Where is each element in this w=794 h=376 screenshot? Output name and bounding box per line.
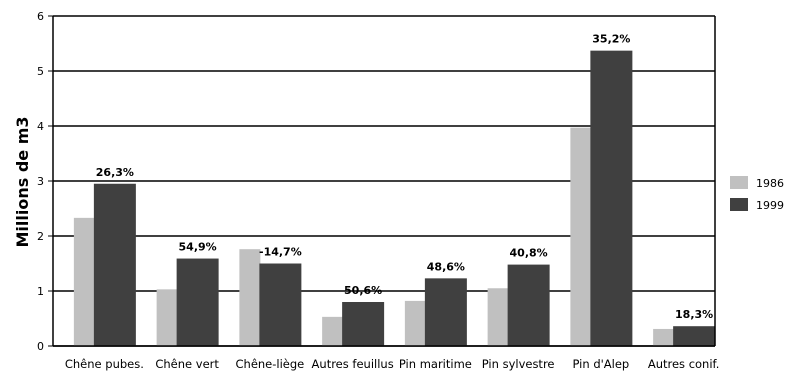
legend-label-1986: 1986: [756, 177, 784, 190]
bar-1986: [239, 249, 261, 346]
bar-1999: [507, 264, 550, 346]
bar-1999: [176, 258, 219, 346]
y-tick-label: 5: [37, 65, 44, 78]
legend-swatch-1999: [730, 198, 748, 211]
bar-1986: [404, 300, 426, 346]
x-tick-label: Pin sylvestre: [482, 357, 555, 371]
bar-1999: [342, 302, 385, 346]
data-label: 50,6%: [344, 284, 382, 297]
legend: 1986 1999: [730, 176, 784, 212]
y-tick-label: 2: [37, 230, 44, 243]
data-label: -14,7%: [259, 246, 302, 259]
labels: 0 1 2 3 4 5 6 Chêne pubes. 26,3% Chêne vert 54,9% C…: [37, 10, 719, 371]
x-tick-label: Chêne vert: [155, 357, 219, 371]
legend-swatch-1986: [730, 176, 748, 189]
data-label: 48,6%: [427, 260, 465, 273]
y-tick-label: 3: [37, 175, 44, 188]
x-tick-label: Autres conif.: [648, 357, 720, 371]
bar-1999: [673, 326, 716, 346]
bar-1986: [73, 217, 95, 346]
data-label: 40,8%: [510, 247, 548, 260]
x-tick-label: Chêne pubes.: [65, 357, 144, 371]
data-label: 54,9%: [179, 241, 217, 254]
y-tick-label: 4: [37, 120, 44, 133]
x-tick-label: Chêne-liège: [236, 357, 305, 371]
x-tick-label: Pin d'Alep: [573, 357, 630, 371]
legend-label-1999: 1999: [756, 199, 784, 212]
bar-1986: [570, 127, 592, 347]
bars: [73, 50, 716, 347]
bar-1999: [259, 263, 302, 346]
y-tick-label: 0: [37, 340, 44, 353]
y-axis-label: Millions de m3: [13, 116, 32, 247]
data-label: 35,2%: [592, 33, 630, 46]
bar-1986: [653, 328, 675, 346]
y-tick-label: 1: [37, 285, 44, 298]
bar-1999: [93, 183, 136, 346]
axes: [48, 15, 716, 347]
x-tick-label: Pin maritime: [399, 357, 472, 371]
y-tick-label: 6: [37, 10, 44, 23]
bar-1999: [590, 50, 633, 347]
bar-1986: [487, 288, 509, 346]
data-label: 26,3%: [96, 166, 134, 179]
bar-1986: [322, 316, 344, 346]
data-label: 18,3%: [675, 308, 713, 321]
bar-1999: [424, 278, 467, 346]
bar-1986: [156, 289, 178, 346]
x-tick-label: Autres feuillus: [312, 357, 394, 371]
